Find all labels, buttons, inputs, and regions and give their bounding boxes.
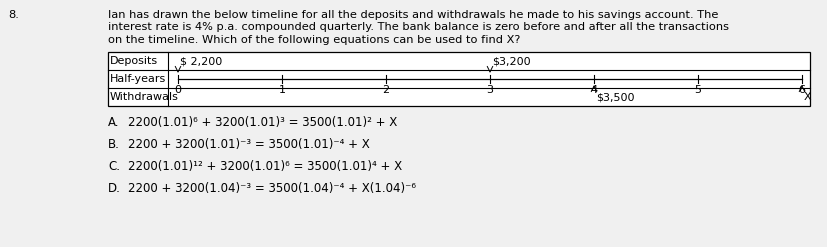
Text: $3,500: $3,500	[595, 92, 633, 102]
Text: 2200(1.01)⁶ + 3200(1.01)³ = 3500(1.01)² + Χ: 2200(1.01)⁶ + 3200(1.01)³ = 3500(1.01)² …	[128, 116, 397, 129]
Text: 5: 5	[694, 85, 700, 95]
Text: 8.: 8.	[8, 10, 19, 20]
Text: Deposits: Deposits	[110, 56, 158, 66]
Text: on the timeline. Which of the following equations can be used to find X?: on the timeline. Which of the following …	[108, 35, 519, 45]
Text: 6: 6	[797, 85, 805, 95]
Text: 2200 + 3200(1.04)⁻³ = 3500(1.04)⁻⁴ + Χ(1.04)⁻⁶: 2200 + 3200(1.04)⁻³ = 3500(1.04)⁻⁴ + Χ(1…	[128, 182, 415, 195]
Text: $ 2,200: $ 2,200	[179, 56, 222, 66]
Text: C.: C.	[108, 160, 120, 173]
Text: 3: 3	[486, 85, 493, 95]
Text: 2200(1.01)¹² + 3200(1.01)⁶ = 3500(1.01)⁴ + Χ: 2200(1.01)¹² + 3200(1.01)⁶ = 3500(1.01)⁴…	[128, 160, 402, 173]
Polygon shape	[108, 52, 809, 106]
Text: X: X	[803, 92, 810, 102]
Text: $3,200: $3,200	[491, 56, 530, 66]
Text: 2: 2	[382, 85, 389, 95]
Text: A.: A.	[108, 116, 119, 129]
Text: Withdrawals: Withdrawals	[110, 92, 179, 102]
Text: 2200 + 3200(1.01)⁻³ = 3500(1.01)⁻⁴ + Χ: 2200 + 3200(1.01)⁻³ = 3500(1.01)⁻⁴ + Χ	[128, 138, 370, 151]
Text: interest rate is 4% p.a. compounded quarterly. The bank balance is zero before a: interest rate is 4% p.a. compounded quar…	[108, 22, 728, 33]
Text: D.: D.	[108, 182, 121, 195]
Text: B.: B.	[108, 138, 120, 151]
Text: 0: 0	[174, 85, 181, 95]
Text: 1: 1	[278, 85, 285, 95]
Text: Ian has drawn the below timeline for all the deposits and withdrawals he made to: Ian has drawn the below timeline for all…	[108, 10, 718, 20]
Text: Half-years: Half-years	[110, 74, 166, 84]
Text: 4: 4	[590, 85, 597, 95]
